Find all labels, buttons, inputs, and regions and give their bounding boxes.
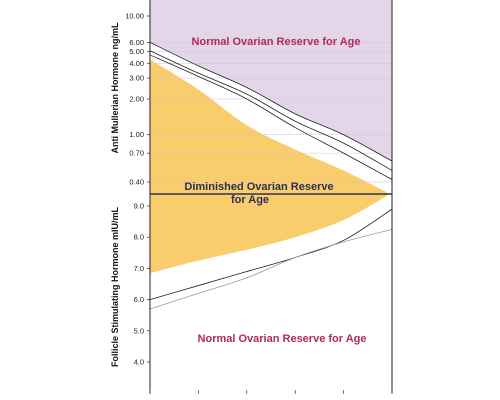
top-reference-line xyxy=(149,50,393,171)
bottom-reference-line xyxy=(149,229,393,310)
diminished-label-line-2: for Age xyxy=(231,194,269,206)
bottom-ytick-label: 4.0 xyxy=(134,358,144,367)
bottom-ytick-label: 6.0 xyxy=(134,295,144,304)
top-ytick-label: 10.00 xyxy=(125,12,144,21)
top-ytick-label: 4.00 xyxy=(129,59,144,68)
top-ytick-label: 0.70 xyxy=(129,149,144,158)
top-reference-lines xyxy=(149,41,393,180)
top-reference-line xyxy=(149,54,393,180)
top-normal-region xyxy=(150,0,392,162)
x-tick-marks xyxy=(149,390,393,394)
bottom-reference-lines xyxy=(149,208,393,310)
top-ytick-label: 3.00 xyxy=(129,74,144,83)
top-tick-labels: 10.00 6.005.00 4.00 3.00 2.00 1.00 0.70 0.40 xyxy=(125,12,150,187)
bottom-ytick-label: 9.0 xyxy=(134,202,144,211)
bottom-region-label: Normal Ovarian Reserve for Age xyxy=(198,333,367,345)
top-ytick-label: 5.00 xyxy=(129,47,144,56)
top-reference-line xyxy=(149,41,393,162)
top-gridlines xyxy=(150,15,392,183)
diminished-label-line-1: Diminished Ovarian Reserve xyxy=(184,181,333,193)
top-ytick-label: 1.00 xyxy=(129,130,144,139)
top-ytick-label: 6.00 xyxy=(129,38,144,47)
top-axis-title: Anti Mullerian Hormone ng/mL xyxy=(110,22,120,154)
bottom-reference-line xyxy=(149,208,393,300)
top-ytick-label: 2.00 xyxy=(129,95,144,104)
bottom-ytick-label: 5.0 xyxy=(134,326,144,335)
bottom-ytick-label: 7.0 xyxy=(134,264,144,273)
bottom-tick-labels: 9.0 8.0 7.0 6.0 5.0 4.0 xyxy=(134,202,150,367)
top-region-label: Normal Ovarian Reserve for Age xyxy=(192,36,361,48)
bottom-axis-title: Follicle Stimulating Hormone mIU/mL xyxy=(110,206,120,367)
diminished-region xyxy=(150,59,390,274)
top-ytick-label: 0.40 xyxy=(129,178,144,187)
bottom-ytick-label: 8.0 xyxy=(134,233,144,242)
